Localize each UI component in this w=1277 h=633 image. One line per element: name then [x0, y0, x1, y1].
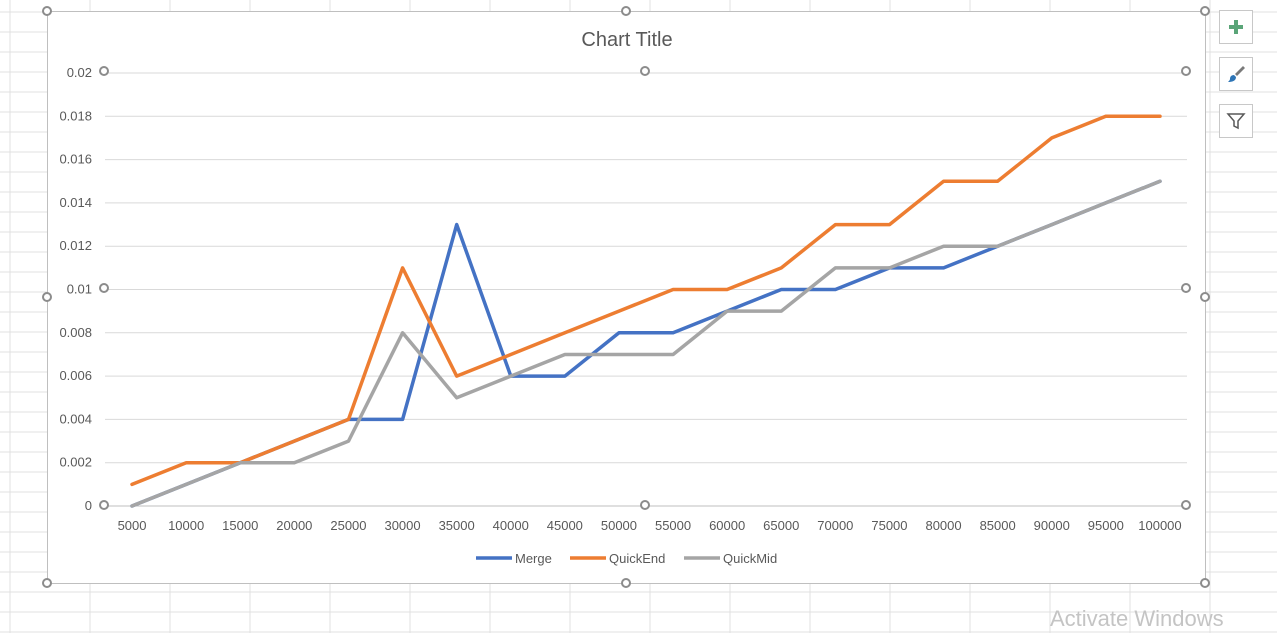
y-tick-label: 0.018 — [59, 108, 92, 123]
x-tick-label: 70000 — [817, 518, 853, 533]
chart-styles-button[interactable] — [1219, 57, 1253, 91]
x-tick-label: 55000 — [655, 518, 691, 533]
y-tick-label: 0.002 — [59, 455, 92, 470]
x-tick-label: 10000 — [168, 518, 204, 533]
chart-title[interactable]: Chart Title — [581, 29, 672, 51]
chart-resize-handle-top[interactable] — [621, 6, 631, 16]
y-tick-label: 0.014 — [59, 195, 92, 210]
legend-label-quickend[interactable]: QuickEnd — [609, 551, 665, 566]
chart-filters-button[interactable] — [1219, 104, 1253, 138]
y-tick-label: 0.02 — [67, 65, 92, 80]
chart-resize-handle-bottom-right[interactable] — [1200, 578, 1210, 588]
activate-windows-watermark: Activate Windows — [1050, 606, 1224, 631]
x-tick-label: 100000 — [1138, 518, 1181, 533]
series-line-quickend[interactable] — [130, 114, 1162, 487]
y-tick-label: 0.008 — [59, 325, 92, 340]
line-chart: 0 0.002 0.004 0.006 0.008 0.01 0.012 0.014 0.016… — [59, 29, 1187, 566]
x-tick-label: 85000 — [980, 518, 1016, 533]
x-tick-label: 40000 — [493, 518, 529, 533]
x-tick-label: 50000 — [601, 518, 637, 533]
chart-area[interactable]: 0 0.002 0.004 0.006 0.008 0.01 0.012 0.014 0.016… — [47, 11, 1206, 584]
chart-elements-button[interactable] — [1219, 10, 1253, 44]
brush-icon — [1228, 66, 1245, 82]
chart-resize-handle-top-right[interactable] — [1200, 6, 1210, 16]
x-tick-label: 20000 — [276, 518, 312, 533]
plot-area-handle-bottom[interactable] — [640, 500, 650, 510]
chart-resize-handle-right[interactable] — [1200, 292, 1210, 302]
x-tick-label: 5000 — [118, 518, 147, 533]
x-tick-label: 30000 — [384, 518, 420, 533]
chart-resize-handle-bottom-left[interactable] — [42, 578, 52, 588]
plot-area-handle-top-right[interactable] — [1181, 66, 1191, 76]
y-tick-label: 0.004 — [59, 411, 92, 426]
series-line-quickmid[interactable] — [130, 179, 1162, 508]
x-tick-label: 45000 — [547, 518, 583, 533]
x-tick-label: 75000 — [871, 518, 907, 533]
x-tick-label: 25000 — [330, 518, 366, 533]
plot-area-handle-top[interactable] — [640, 66, 650, 76]
funnel-icon — [1226, 113, 1246, 130]
y-tick-label: 0.016 — [59, 152, 92, 167]
plot-area-handle-bottom-left[interactable] — [99, 500, 109, 510]
series-line-merge[interactable] — [130, 179, 1162, 508]
y-tick-label: 0.006 — [59, 368, 92, 383]
plot-area-handle-top-left[interactable] — [99, 66, 109, 76]
y-tick-label: 0 — [85, 498, 92, 513]
legend-label-merge[interactable]: Merge — [515, 551, 552, 566]
plot-area-handle-left[interactable] — [99, 283, 109, 293]
x-tick-label: 90000 — [1034, 518, 1070, 533]
y-tick-label: 0.012 — [59, 238, 92, 253]
x-tick-label: 35000 — [439, 518, 475, 533]
x-tick-label: 65000 — [763, 518, 799, 533]
x-tick-label: 15000 — [222, 518, 258, 533]
plot-area-handle-bottom-right[interactable] — [1181, 500, 1191, 510]
plus-icon — [1229, 20, 1243, 34]
x-tick-label: 80000 — [925, 518, 961, 533]
x-tick-label: 60000 — [709, 518, 745, 533]
chart-resize-handle-top-left[interactable] — [42, 6, 52, 16]
legend-label-quickmid[interactable]: QuickMid — [723, 551, 777, 566]
y-tick-label: 0.01 — [67, 282, 92, 297]
plot-area-handle-right[interactable] — [1181, 283, 1191, 293]
x-tick-label: 95000 — [1088, 518, 1124, 533]
chart-resize-handle-bottom[interactable] — [621, 578, 631, 588]
chart-resize-handle-left[interactable] — [42, 292, 52, 302]
